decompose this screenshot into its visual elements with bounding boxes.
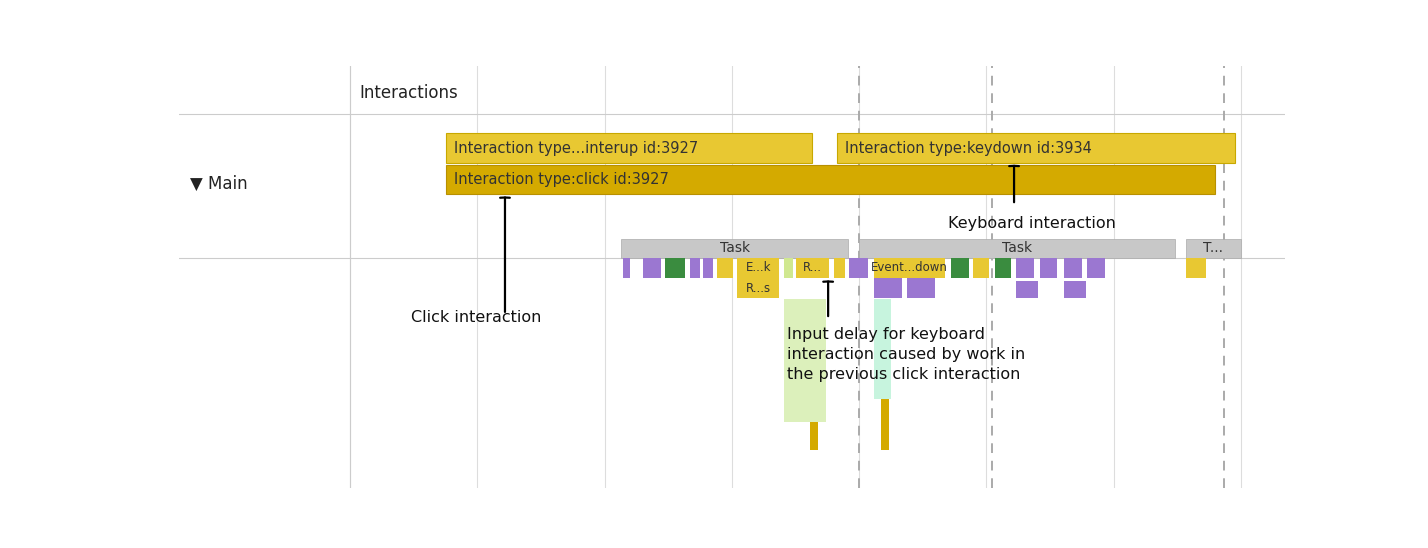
Text: E...k: E...k: [745, 261, 771, 275]
Bar: [837, 133, 1235, 163]
Bar: [972, 258, 988, 278]
Text: Interaction type:click id:3927: Interaction type:click id:3927: [454, 172, 668, 187]
Bar: [784, 258, 793, 278]
Bar: [690, 258, 700, 278]
Text: Event...down: Event...down: [871, 261, 948, 275]
Text: R...s: R...s: [745, 282, 771, 295]
Bar: [1087, 258, 1105, 278]
Bar: [1064, 258, 1081, 278]
Text: Task: Task: [1002, 241, 1032, 255]
Text: Input delay for keyboard
interaction caused by work in
the previous click intera: Input delay for keyboard interaction cau…: [787, 327, 1025, 382]
Bar: [795, 258, 830, 278]
Bar: [621, 239, 848, 258]
Bar: [447, 133, 811, 163]
Bar: [1185, 258, 1205, 278]
Text: Interaction type:keydown id:3934: Interaction type:keydown id:3934: [845, 140, 1091, 156]
Bar: [1064, 281, 1087, 298]
Bar: [850, 258, 868, 278]
Bar: [1017, 258, 1034, 278]
Bar: [665, 258, 685, 278]
Bar: [881, 399, 890, 450]
Bar: [951, 258, 968, 278]
Bar: [717, 258, 733, 278]
Text: R...: R...: [803, 261, 823, 275]
Bar: [874, 258, 945, 278]
Text: Click interaction: Click interaction: [411, 311, 541, 326]
Bar: [995, 258, 1011, 278]
Text: Interaction type...interup id:3927: Interaction type...interup id:3927: [454, 140, 698, 156]
Bar: [907, 278, 935, 298]
Text: ▼ Main: ▼ Main: [190, 175, 247, 193]
Bar: [811, 423, 818, 450]
Bar: [1040, 258, 1057, 278]
Bar: [737, 278, 780, 298]
Bar: [860, 239, 1174, 258]
Bar: [1185, 239, 1241, 258]
Bar: [447, 165, 1215, 195]
Bar: [737, 258, 780, 278]
Bar: [874, 278, 902, 298]
Bar: [1017, 281, 1038, 298]
Bar: [624, 258, 630, 278]
Text: Keyboard interaction: Keyboard interaction: [948, 215, 1115, 231]
Bar: [834, 258, 845, 278]
Bar: [644, 258, 661, 278]
Bar: [874, 299, 891, 399]
Bar: [703, 258, 713, 278]
Text: Task: Task: [720, 241, 750, 255]
Text: T...: T...: [1204, 241, 1224, 255]
Bar: [784, 299, 825, 423]
Text: Interactions: Interactions: [358, 84, 457, 102]
